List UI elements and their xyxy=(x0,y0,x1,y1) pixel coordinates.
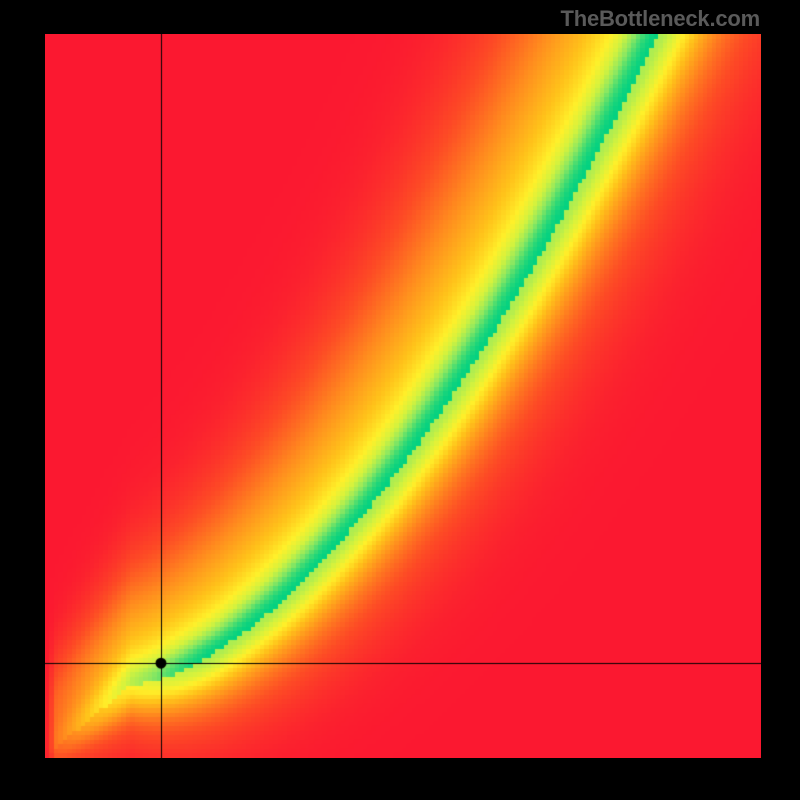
attribution-text: TheBottleneck.com xyxy=(560,6,760,32)
chart-container: { "attribution": { "text": "TheBottlenec… xyxy=(0,0,800,800)
bottleneck-heatmap xyxy=(45,34,761,758)
